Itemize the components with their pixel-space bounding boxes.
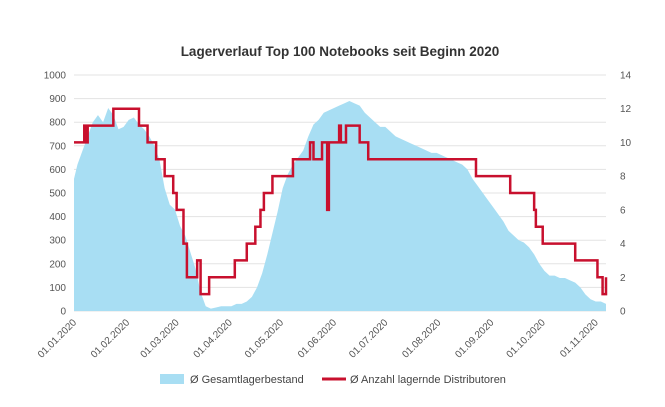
x-tick-label: 01.06.2020 bbox=[296, 317, 339, 360]
y-right-tick-label: 14 bbox=[620, 71, 632, 82]
y-left-tick-label: 100 bbox=[49, 283, 66, 294]
x-tick-label: 01.08.2020 bbox=[400, 317, 443, 360]
legend-label-distributoren: Ø Anzahl lagernde Distributoren bbox=[350, 374, 506, 386]
y-left-tick-label: 0 bbox=[60, 307, 66, 318]
y-left-tick-label: 500 bbox=[49, 189, 66, 200]
y-right-tick-label: 6 bbox=[620, 205, 626, 216]
y-left-tick-label: 800 bbox=[49, 118, 66, 129]
x-tick-label: 01.02.2020 bbox=[89, 317, 132, 360]
y-axis-left-tick-labels: 0 100 200 300 400 500 600 700 800 900 1000 bbox=[44, 71, 67, 318]
y-left-tick-label: 400 bbox=[49, 212, 66, 223]
y-left-tick-label: 600 bbox=[49, 165, 66, 176]
line-series-layer bbox=[74, 107, 608, 296]
y-right-tick-label: 0 bbox=[620, 307, 626, 318]
x-tick-label: 01.03.2020 bbox=[139, 317, 182, 360]
x-tick-label: 01.05.2020 bbox=[243, 317, 286, 360]
chart-title: Lagerverlauf Top 100 Notebooks seit Begi… bbox=[181, 44, 500, 59]
legend: Ø Gesamtlagerbestand Ø Anzahl lagernde D… bbox=[160, 374, 506, 386]
area-gesamtlagerbestand bbox=[74, 100, 606, 312]
legend-swatch-gesamtlagerbestand bbox=[160, 374, 184, 384]
legend-label-gesamtlagerbestand: Ø Gesamtlagerbestand bbox=[190, 374, 304, 386]
y-right-tick-label: 4 bbox=[620, 239, 626, 250]
y-left-tick-label: 200 bbox=[49, 259, 66, 270]
y-right-tick-label: 12 bbox=[620, 104, 632, 115]
y-left-tick-label: 900 bbox=[49, 94, 66, 105]
y-left-tick-label: 700 bbox=[49, 141, 66, 152]
y-axis-right-tick-labels: 0 2 4 6 8 10 12 14 bbox=[620, 71, 632, 318]
y-right-tick-label: 8 bbox=[620, 172, 626, 183]
x-tick-label: 01.09.2020 bbox=[453, 317, 496, 360]
x-tick-label: 01.11.2020 bbox=[558, 317, 601, 360]
x-tick-label: 01.01.2020 bbox=[36, 317, 79, 360]
x-axis-tick-labels: 01.01.2020 01.02.2020 01.03.2020 01.04.2020… bbox=[36, 317, 601, 360]
x-tick-label: 01.10.2020 bbox=[505, 317, 548, 360]
x-tick-label: 01.07.2020 bbox=[347, 317, 390, 360]
x-tick-label: 01.04.2020 bbox=[192, 317, 235, 360]
y-left-tick-label: 1000 bbox=[44, 71, 67, 82]
y-left-tick-label: 300 bbox=[49, 236, 66, 247]
y-right-tick-label: 10 bbox=[620, 138, 632, 149]
line-anzahl-distributoren bbox=[74, 107, 608, 296]
area-series-layer bbox=[74, 100, 606, 312]
y-right-tick-label: 2 bbox=[620, 273, 626, 284]
